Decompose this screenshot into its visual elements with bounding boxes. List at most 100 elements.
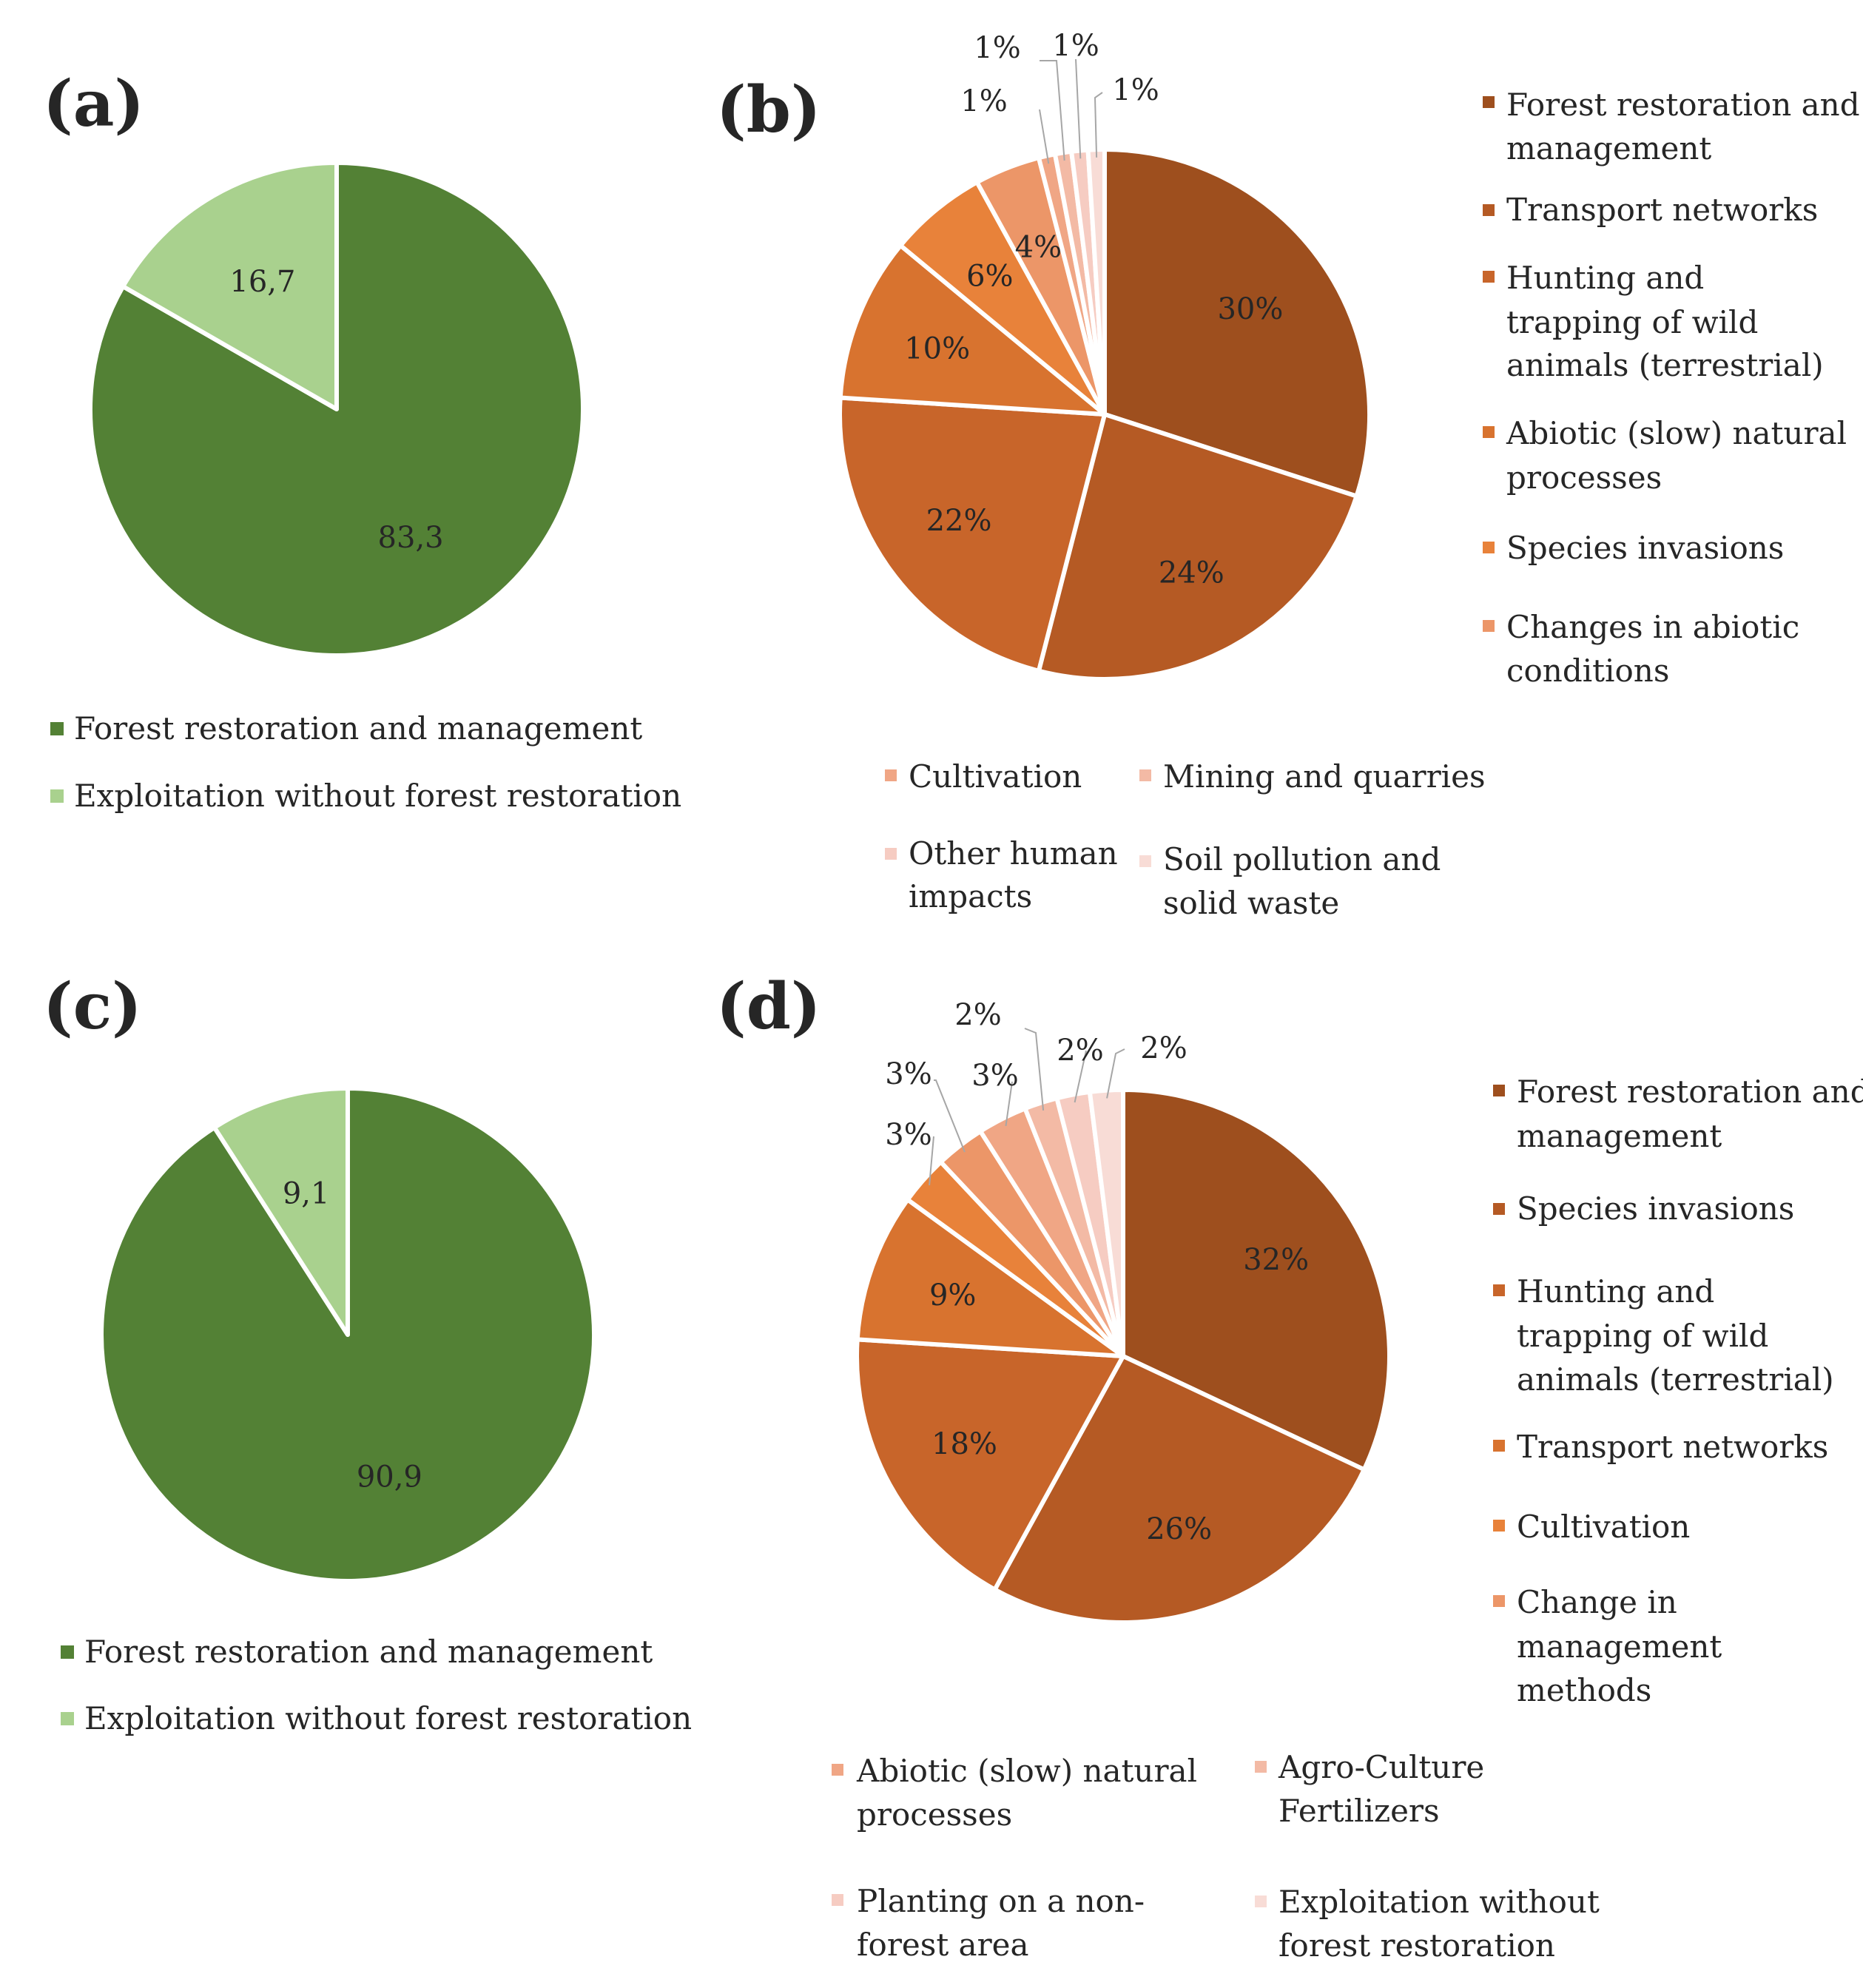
legend-label: processes xyxy=(857,1796,1012,1833)
legend-swatch xyxy=(1483,620,1495,632)
legend-label: management xyxy=(1517,1628,1722,1665)
leader-line xyxy=(1039,109,1050,164)
legend-swatch xyxy=(832,1894,843,1906)
leader-line xyxy=(1075,58,1082,159)
legend-label: Changes in abiotic xyxy=(1506,609,1799,645)
slice-label: 3% xyxy=(971,1059,1018,1093)
slice-label: 6% xyxy=(966,259,1013,293)
legend-label: impacts xyxy=(909,878,1032,914)
legend-swatch xyxy=(61,1645,74,1659)
legend-label: forest restoration xyxy=(1279,1927,1555,1964)
legend-swatch xyxy=(1493,1203,1505,1215)
legend-swatch xyxy=(1139,855,1151,867)
slice-label: 1% xyxy=(1052,29,1099,63)
legend-label: Species invasions xyxy=(1517,1190,1794,1227)
leader-line xyxy=(934,1079,966,1153)
legend-label: Planting on a non- xyxy=(857,1883,1145,1919)
legend-label: Forest restoration and management xyxy=(84,1634,653,1670)
legend-label: Forest restoration and xyxy=(1506,87,1860,123)
pie-slice xyxy=(838,395,1107,673)
legend-a: Forest restoration and management Exploi… xyxy=(50,710,681,814)
legend-swatch xyxy=(61,1712,74,1725)
slice-label: 30% xyxy=(1217,292,1283,326)
legend-label: Forest restoration and xyxy=(1517,1074,1863,1110)
legend-c: Forest restoration and management Exploi… xyxy=(61,1634,692,1736)
legend-label: Abiotic (slow) natural xyxy=(1506,415,1847,451)
pie-slice xyxy=(1102,147,1372,499)
panel-label-d: (d) xyxy=(716,969,821,1044)
slice-label: 10% xyxy=(904,331,970,365)
pie-slice xyxy=(1121,1088,1392,1472)
leader-line xyxy=(1094,92,1103,158)
legend-d: Forest restoration and management Specie… xyxy=(832,1074,1863,1964)
legend-label: Mining and quarries xyxy=(1163,758,1486,795)
legend-swatch xyxy=(1493,1440,1505,1452)
leader-line xyxy=(1074,1050,1087,1103)
slice-label: 2% xyxy=(954,998,1001,1032)
legend-label: methods xyxy=(1517,1672,1651,1708)
legend-swatch xyxy=(1483,204,1495,216)
legend-label: management xyxy=(1517,1118,1722,1154)
legend-label: Agro-Culture xyxy=(1278,1749,1484,1785)
legend-label: Exploitation without xyxy=(1279,1884,1600,1920)
slice-label: 4% xyxy=(1015,231,1062,265)
legend-label: Cultivation xyxy=(909,758,1082,795)
legend-swatch xyxy=(1255,1761,1267,1773)
slice-label: 3% xyxy=(885,1118,932,1152)
slice-label: 24% xyxy=(1159,556,1224,590)
leader-line xyxy=(1040,60,1065,161)
legend-label: Exploitation without forest restoration xyxy=(84,1700,692,1736)
leader-line xyxy=(1024,1028,1045,1111)
legend-label: forest area xyxy=(857,1927,1029,1963)
legend-label: Species invasions xyxy=(1506,530,1784,566)
legend-swatch xyxy=(1483,271,1495,283)
legend-label: Hunting and xyxy=(1517,1273,1714,1310)
slice-label: 90,9 xyxy=(357,1460,422,1495)
legend-label: Fertilizers xyxy=(1279,1793,1440,1829)
slice-label: 9,1 xyxy=(283,1176,330,1210)
leader-line xyxy=(929,1136,934,1186)
legend-swatch xyxy=(1483,542,1495,553)
slice-label: 16,7 xyxy=(229,265,295,299)
pie-slice xyxy=(121,161,339,411)
legend-swatch xyxy=(1255,1896,1267,1907)
pie-slice xyxy=(855,1197,1125,1358)
slice-label: 9% xyxy=(929,1278,976,1313)
legend-label: management xyxy=(1506,130,1711,166)
slice-label: 32% xyxy=(1243,1243,1309,1277)
legend-swatch xyxy=(50,789,64,803)
legend-label: conditions xyxy=(1506,653,1669,689)
legend-label: animals (terrestrial) xyxy=(1517,1361,1834,1398)
legend-label: Forest restoration and management xyxy=(74,710,642,747)
legend-label: Change in xyxy=(1517,1584,1677,1620)
slice-label: 18% xyxy=(932,1427,997,1461)
pie-slice xyxy=(212,1086,350,1337)
pie-chart-b: 30% 24% 22% 10% 6%4% 1% 1% 1% 1% xyxy=(838,29,1372,681)
legend-swatch xyxy=(885,848,897,860)
slice-label: 1% xyxy=(960,84,1007,118)
slice-label: 2% xyxy=(1140,1031,1187,1065)
legend-label: Hunting and xyxy=(1506,260,1704,296)
panel-label-b: (b) xyxy=(716,73,821,147)
legend-swatch xyxy=(832,1764,843,1776)
legend-swatch xyxy=(1483,96,1495,108)
pie-slice xyxy=(838,243,1107,417)
legend-swatch xyxy=(885,769,897,781)
slice-label: 2% xyxy=(1057,1034,1103,1068)
legend-label: Transport networks xyxy=(1517,1429,1828,1465)
panel-label-c: (c) xyxy=(43,969,142,1044)
legend-label: solid waste xyxy=(1163,885,1339,921)
pie-slice xyxy=(1036,412,1359,681)
legend-swatch xyxy=(1493,1520,1505,1532)
legend-swatch xyxy=(1493,1085,1505,1096)
slice-label: 83,3 xyxy=(378,521,444,555)
slice-label: 1% xyxy=(1112,73,1159,107)
slice-label: 22% xyxy=(926,504,992,538)
legend-label: Cultivation xyxy=(1517,1509,1690,1545)
legend-swatch xyxy=(1493,1284,1505,1296)
pie-chart-d: 32% 26% 18% 9% 3% 3% 3% 2% 2% 2% xyxy=(855,998,1392,1625)
legend-label: Other human xyxy=(909,835,1118,872)
legend-swatch xyxy=(1139,769,1151,781)
legend-label: Exploitation without forest restoration xyxy=(74,778,681,814)
